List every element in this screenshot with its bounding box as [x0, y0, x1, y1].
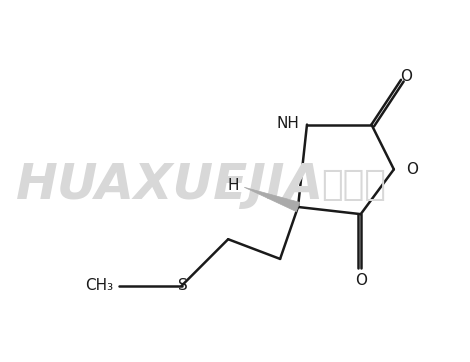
Text: NH: NH — [277, 116, 300, 131]
Text: S: S — [179, 278, 188, 293]
Text: O: O — [400, 69, 412, 84]
Text: O: O — [355, 273, 367, 288]
Text: O: O — [407, 162, 418, 177]
Text: H: H — [227, 178, 239, 193]
Text: 化学加: 化学加 — [321, 168, 386, 202]
Text: HUAXUEJIA: HUAXUEJIA — [16, 161, 324, 209]
Text: CH₃: CH₃ — [86, 278, 113, 293]
Polygon shape — [244, 187, 300, 212]
